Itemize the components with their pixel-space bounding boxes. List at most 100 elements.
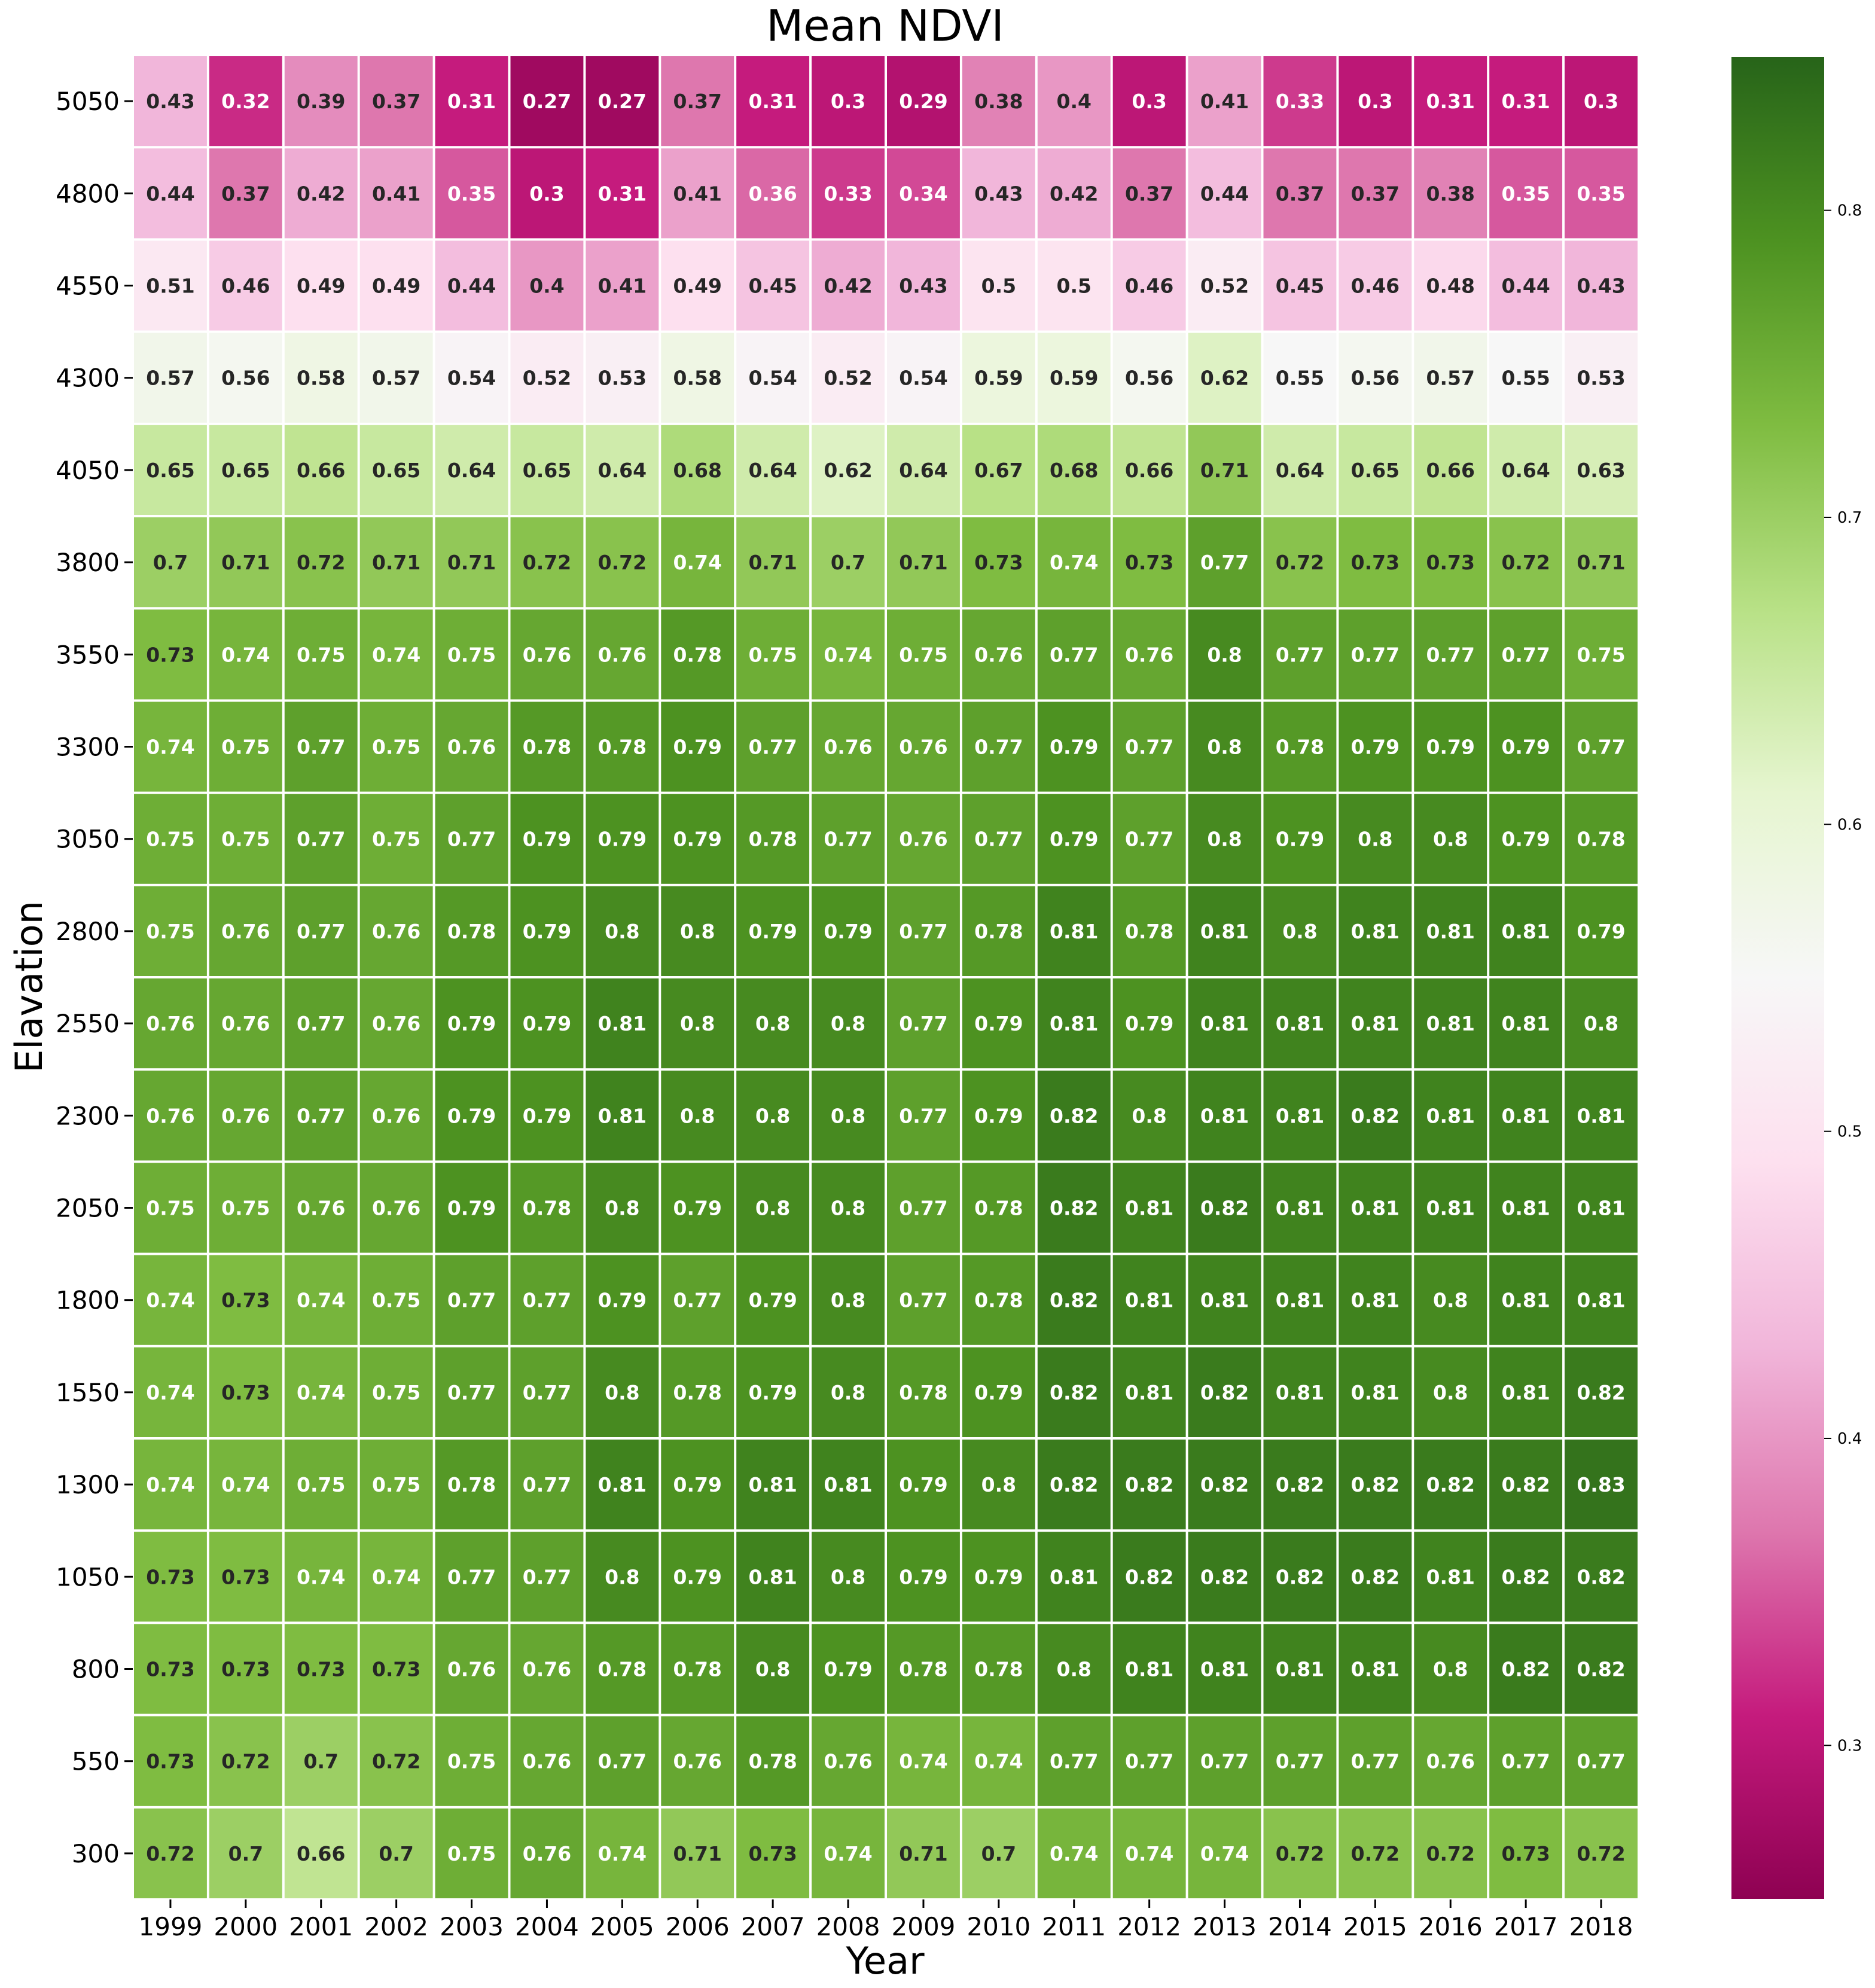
heatmap-cell xyxy=(134,1163,207,1253)
heatmap-cell xyxy=(1188,148,1261,239)
heatmap-cell xyxy=(887,333,960,423)
heatmap-cell xyxy=(1112,1440,1186,1530)
cell-value-label: 0.77 xyxy=(1125,1750,1173,1773)
cell-value-label: 0.38 xyxy=(1426,182,1475,205)
heatmap-cell xyxy=(736,978,810,1069)
x-tick-label: 2000 xyxy=(214,1912,278,1941)
heatmap-cell xyxy=(586,978,659,1069)
heatmap-cell xyxy=(812,794,885,884)
heatmap-cell xyxy=(134,702,207,792)
heatmap-cell xyxy=(1414,240,1487,331)
heatmap-cell xyxy=(1565,1440,1638,1530)
cell-value-label: 0.75 xyxy=(372,1289,420,1312)
cell-value-label: 0.81 xyxy=(824,1473,872,1496)
cell-value-label: 0.74 xyxy=(1200,1842,1249,1865)
cell-value-label: 0.33 xyxy=(824,182,872,205)
cell-value-label: 0.74 xyxy=(146,1381,194,1404)
cell-value-label: 0.71 xyxy=(673,1842,722,1865)
cell-value-label: 0.8 xyxy=(1584,1012,1618,1035)
heatmap-cell xyxy=(435,1347,508,1437)
heatmap-cell xyxy=(1489,1716,1563,1806)
heatmap-cell xyxy=(359,333,433,423)
heatmap-cell xyxy=(1339,1716,1412,1806)
heatmap-cell xyxy=(1263,240,1337,331)
cell-value-label: 0.76 xyxy=(1125,643,1173,666)
heatmap-cell xyxy=(359,702,433,792)
heatmap-cell xyxy=(209,425,282,515)
heatmap-cell xyxy=(1188,425,1261,515)
heatmap-cell xyxy=(812,1255,885,1345)
heatmap-cell xyxy=(736,1071,810,1161)
heatmap-cell xyxy=(1489,978,1563,1069)
cell-value-label: 0.82 xyxy=(1050,1289,1098,1312)
heatmap-cell xyxy=(435,1255,508,1345)
cell-value-label: 0.79 xyxy=(748,1381,797,1404)
heatmap-cell xyxy=(1188,1716,1261,1806)
heatmap-cell xyxy=(284,1163,358,1253)
cell-value-label: 0.56 xyxy=(221,367,270,390)
cell-value-label: 0.43 xyxy=(1577,275,1625,298)
cell-value-label: 0.8 xyxy=(1207,643,1242,666)
heatmap-cell xyxy=(510,1716,584,1806)
cell-value-label: 0.79 xyxy=(673,736,722,759)
cell-value-label: 0.79 xyxy=(974,1565,1023,1588)
heatmap-cell xyxy=(586,1808,659,1898)
heatmap-cell xyxy=(209,978,282,1069)
cell-value-label: 0.82 xyxy=(1426,1473,1475,1496)
cell-value-label: 0.82 xyxy=(1501,1565,1550,1588)
heatmap-cell xyxy=(359,1808,433,1898)
heatmap-cell xyxy=(359,517,433,608)
cell-value-label: 0.74 xyxy=(1050,1842,1098,1865)
heatmap-cell xyxy=(510,56,584,147)
heatmap-cell xyxy=(134,56,207,147)
cell-value-label: 0.64 xyxy=(748,459,797,482)
heatmap-cell xyxy=(1112,1808,1186,1898)
cell-value-label: 0.37 xyxy=(1276,182,1324,205)
y-tick-label: 2800 xyxy=(56,917,120,946)
cell-value-label: 0.79 xyxy=(673,828,722,851)
heatmap-cell xyxy=(887,1440,960,1530)
cell-value-label: 0.77 xyxy=(447,828,496,851)
heatmap-cell xyxy=(1037,1716,1111,1806)
cell-value-label: 0.81 xyxy=(1351,1658,1400,1681)
cell-value-label: 0.77 xyxy=(748,736,797,759)
cell-value-label: 0.78 xyxy=(598,736,647,759)
cell-value-label: 0.49 xyxy=(297,275,345,298)
y-tick-label: 1800 xyxy=(56,1286,120,1315)
x-tick-label: 2005 xyxy=(590,1912,654,1941)
cell-value-label: 0.81 xyxy=(1050,920,1098,943)
cell-value-label: 0.79 xyxy=(673,1473,722,1496)
y-tick-label: 4800 xyxy=(56,179,120,208)
x-tick-label: 2010 xyxy=(967,1912,1031,1941)
y-tick-label: 5050 xyxy=(56,87,120,116)
cell-value-label: 0.81 xyxy=(1200,920,1249,943)
cell-value-label: 0.73 xyxy=(221,1381,270,1404)
cell-value-label: 0.77 xyxy=(447,1565,496,1588)
heatmap-cell xyxy=(1339,609,1412,700)
cell-value-label: 0.82 xyxy=(1200,1565,1249,1588)
heatmap-cell xyxy=(1037,1440,1111,1530)
heatmap-cell xyxy=(510,1347,584,1437)
cell-value-label: 0.79 xyxy=(1351,736,1400,759)
heatmap-cell xyxy=(359,148,433,239)
heatmap-cell xyxy=(284,609,358,700)
cell-value-label: 0.78 xyxy=(673,1658,722,1681)
heatmap-cell xyxy=(1037,425,1111,515)
heatmap-cell xyxy=(1339,794,1412,884)
cell-value-label: 0.81 xyxy=(1426,1197,1475,1220)
heatmap-cell xyxy=(661,1255,734,1345)
cell-value-label: 0.82 xyxy=(1125,1473,1173,1496)
cell-value-label: 0.76 xyxy=(523,643,571,666)
heatmap-cell xyxy=(1112,333,1186,423)
x-axis: 1999 2000 2001 2002 2003 2004 2005 2006 2007 2008… xyxy=(139,1899,1633,1941)
heatmap-cell xyxy=(736,1808,810,1898)
cell-value-label: 0.77 xyxy=(1200,1750,1249,1773)
heatmap-cell xyxy=(209,148,282,239)
cell-value-label: 0.77 xyxy=(447,1381,496,1404)
cell-value-label: 0.65 xyxy=(221,459,270,482)
cell-value-label: 0.35 xyxy=(1501,182,1550,205)
heatmap-cell xyxy=(284,56,358,147)
heatmap-cell xyxy=(1414,1255,1487,1345)
cell-value-label: 0.78 xyxy=(523,1197,571,1220)
heatmap-cell xyxy=(1263,56,1337,147)
